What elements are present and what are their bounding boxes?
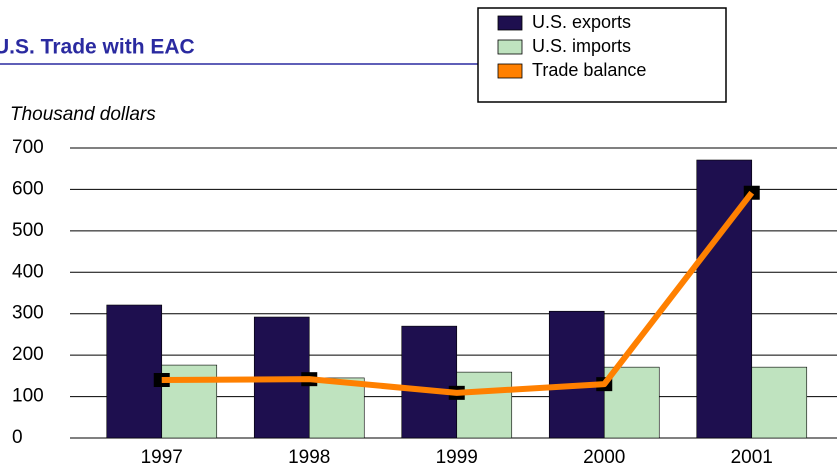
legend-swatch — [497, 15, 523, 31]
trade-line — [161, 190, 755, 396]
y-tick-label: 100 — [12, 386, 44, 407]
y-tick-label: 200 — [12, 344, 44, 365]
y-tick-label: 700 — [12, 137, 44, 158]
y-tick-label: 400 — [12, 261, 44, 282]
y-tick-label: 0 — [12, 427, 23, 448]
y-tick-label: 500 — [12, 220, 44, 241]
bar — [161, 364, 218, 439]
bar — [401, 325, 458, 439]
y-tick-label: 300 — [12, 303, 44, 324]
legend-label: Trade balance — [532, 60, 646, 80]
bar — [603, 366, 660, 439]
legend-swatch — [497, 39, 523, 55]
bar — [106, 304, 163, 439]
bar — [751, 366, 808, 439]
chart-title: U.S. Trade with EAC — [0, 36, 195, 59]
y-axis-label: Thousand dollars — [10, 104, 156, 125]
x-tick-label: 1998 — [288, 447, 330, 468]
legend-swatch — [497, 63, 523, 79]
x-tick-label: 1997 — [141, 447, 183, 468]
bar — [456, 371, 513, 439]
legend-label: U.S. exports — [532, 12, 631, 32]
legend-label: U.S. imports — [532, 36, 631, 56]
y-tick-label: 600 — [12, 178, 44, 199]
bar — [308, 377, 365, 439]
bar — [548, 310, 605, 439]
x-tick-label: 1999 — [436, 447, 478, 468]
x-tick-label: 2001 — [731, 447, 773, 468]
x-tick-label: 2000 — [583, 447, 625, 468]
